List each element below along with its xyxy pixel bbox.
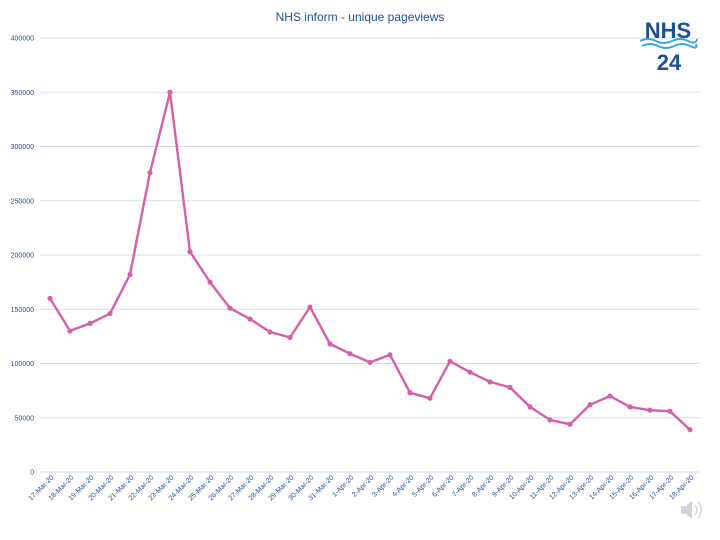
gridlines <box>40 37 700 473</box>
y-tick-label: 50000 <box>15 415 35 422</box>
y-tick-label: 250000 <box>11 198 34 205</box>
y-axis-tick-labels: 0 50000 100000 150000 200000 250000 300000 3500… <box>11 36 34 477</box>
data-point <box>187 249 193 255</box>
data-point <box>587 402 593 408</box>
data-point <box>107 310 113 317</box>
data-point <box>487 379 493 385</box>
y-tick-label: 400000 <box>11 36 34 43</box>
y-tick-label: 0 <box>30 470 34 477</box>
data-point <box>407 390 413 396</box>
nhs24-logo: NHS 24 <box>639 18 698 75</box>
data-point <box>507 384 513 390</box>
data-point <box>67 328 73 334</box>
data-point <box>467 369 473 375</box>
data-point <box>307 304 313 310</box>
data-point <box>607 393 613 399</box>
data-point <box>527 404 533 410</box>
data-point <box>667 408 673 414</box>
data-point <box>247 316 253 322</box>
data-point <box>347 351 353 357</box>
y-tick-label: 100000 <box>11 361 34 368</box>
series-line <box>48 91 691 431</box>
data-point <box>427 395 433 401</box>
data-point <box>167 89 173 95</box>
data-point <box>287 334 293 341</box>
y-tick-label: 300000 <box>11 144 34 151</box>
series-points <box>47 89 693 433</box>
x-axis-tick-labels: 17-Mar-2018-Mar-2019-Mar-2020-Mar-2021-M… <box>28 474 696 502</box>
y-tick-label: 350000 <box>11 90 34 97</box>
logo-line2: 24 <box>657 50 682 75</box>
wave-icon <box>639 38 698 44</box>
data-point <box>47 295 53 301</box>
speaker-icon[interactable] <box>681 501 702 519</box>
data-point <box>327 341 333 347</box>
data-point <box>127 271 133 278</box>
data-point <box>147 169 153 176</box>
data-point <box>267 329 273 335</box>
data-point <box>87 320 93 326</box>
data-point <box>687 427 693 433</box>
data-point <box>207 279 213 285</box>
data-point <box>387 352 393 358</box>
chart-title: NHS inform - unique pageviews <box>276 10 445 24</box>
data-point <box>227 305 233 311</box>
data-point <box>367 359 373 366</box>
data-point <box>447 358 453 364</box>
y-tick-label: 150000 <box>11 307 34 314</box>
y-tick-label: 200000 <box>11 253 34 260</box>
data-point <box>647 407 653 413</box>
data-point <box>567 421 573 427</box>
wave-icon-2 <box>641 43 698 49</box>
data-point <box>627 404 633 410</box>
data-point <box>547 417 553 423</box>
